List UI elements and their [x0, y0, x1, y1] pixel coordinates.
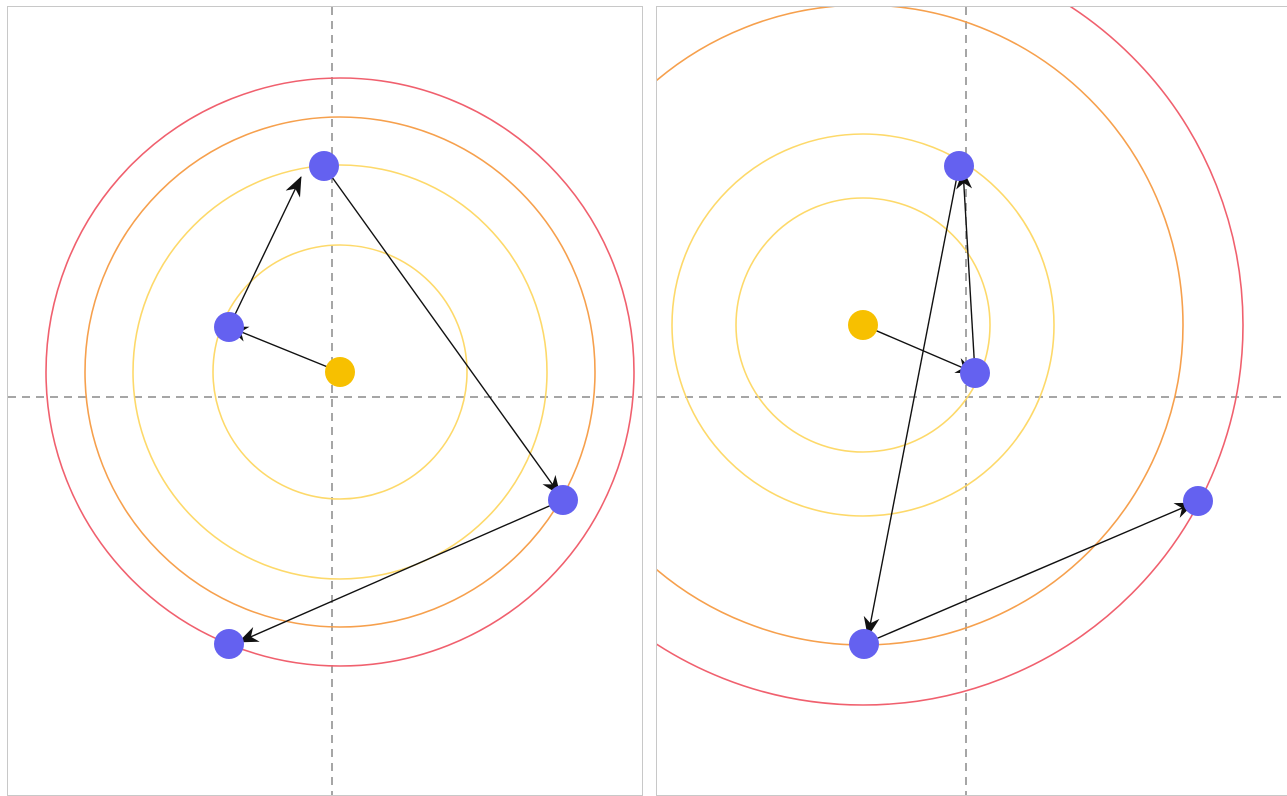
- node-d: [1183, 486, 1213, 516]
- arrow-node-a-to-node-b: [228, 176, 302, 328]
- node-b: [944, 151, 974, 181]
- node-a: [214, 312, 244, 342]
- node-c: [548, 485, 578, 515]
- ring-second: [132, 164, 548, 580]
- ring-second: [671, 133, 1055, 517]
- right-diagram-canvas: [657, 7, 1287, 795]
- arrow-node-b-to-node-c: [323, 165, 561, 496]
- center-point: [848, 310, 878, 340]
- right-diagram-panel: [656, 6, 1287, 796]
- arrow-center-to-node-a: [228, 326, 341, 373]
- ring-inner: [212, 244, 468, 500]
- arrow-center-to-node-a: [862, 324, 976, 374]
- ring-outer: [45, 77, 635, 667]
- left-diagram-panel: [7, 6, 643, 796]
- arrow-node-c-to-node-d: [238, 499, 564, 643]
- ring-inner: [735, 197, 991, 453]
- arrow-node-c-to-node-d: [863, 502, 1195, 645]
- left-diagram-canvas: [8, 7, 642, 795]
- arrow-node-b-to-node-c: [863, 165, 960, 637]
- center-point: [325, 357, 355, 387]
- arrow-node-a-to-node-b: [956, 169, 976, 374]
- ring-third: [84, 116, 596, 628]
- ring-outer: [657, 7, 1244, 706]
- node-b: [309, 151, 339, 181]
- node-c: [849, 629, 879, 659]
- node-d: [214, 629, 244, 659]
- node-a: [960, 358, 990, 388]
